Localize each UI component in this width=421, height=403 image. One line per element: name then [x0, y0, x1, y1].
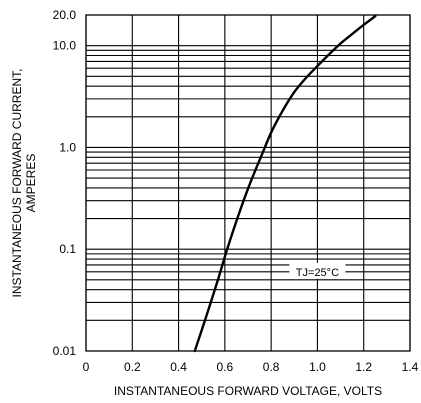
y-tick-label: 0.01	[53, 344, 77, 358]
series-line	[193, 14, 377, 353]
x-tick-label: 0.8	[263, 360, 280, 374]
x-axis-title: INSTANTANEOUS FORWARD VOLTAGE, VOLTS	[114, 384, 382, 398]
y-tick-label: 20.0	[53, 8, 77, 22]
y-tick-labels: 0.01 0.1 1.0 10.0 20.0	[53, 8, 77, 358]
y-axis-title-line-2: AMPERES	[24, 154, 38, 213]
x-tick-label: 1.0	[309, 360, 326, 374]
x-tick-label: 0	[83, 360, 90, 374]
y-tick-label: 0.1	[59, 242, 76, 256]
temperature-annotation: TJ=25°C	[296, 267, 339, 279]
x-tick-label: 1.4	[402, 360, 419, 374]
x-tick-labels: 0 0.2 0.4 0.6 0.8 1.0 1.2 1.4	[83, 360, 419, 374]
chart-grid	[85, 14, 411, 352]
x-tick-label: 1.2	[355, 360, 372, 374]
plot-frame	[85, 14, 411, 352]
y-axis-title-line-1: INSTANTANEOUS FORWARD CURRENT,	[10, 69, 24, 298]
y-tick-label: 10.0	[53, 39, 77, 53]
x-tick-label: 0.2	[124, 360, 141, 374]
y-tick-label: 1.0	[59, 140, 76, 154]
x-tick-label: 0.4	[170, 360, 187, 374]
x-tick-label: 0.6	[217, 360, 234, 374]
annotation-background	[289, 262, 346, 279]
